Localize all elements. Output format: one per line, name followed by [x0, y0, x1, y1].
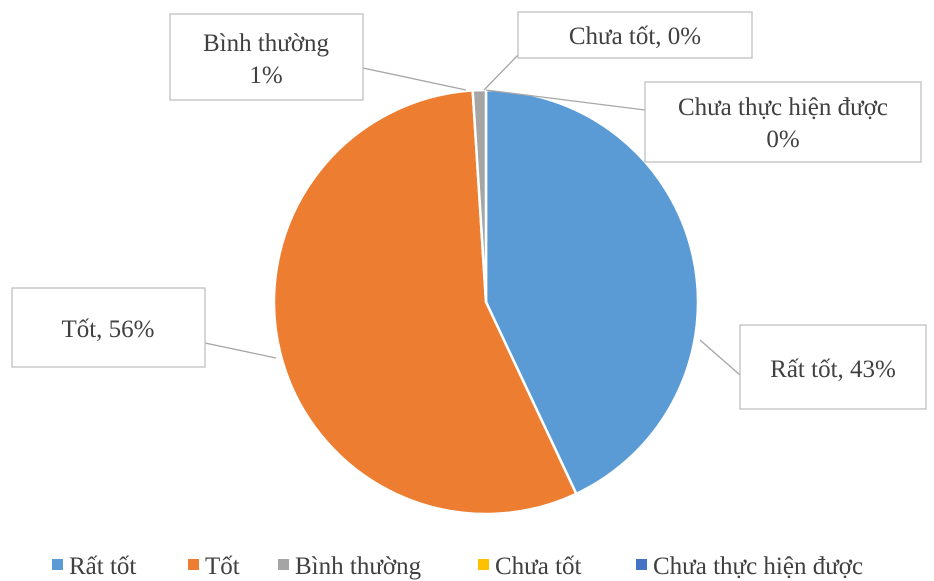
- pie-slice-rat-tot: [484, 88, 700, 496]
- callout-box-binh-thuong: [169, 13, 364, 101]
- pie-slice-tot: [272, 89, 578, 516]
- legend-swatch-chua-thuc-hien: [636, 559, 647, 570]
- callout-box-rat-tot: [739, 324, 927, 410]
- data-label-rat-tot: Rất tốt, 43%: [770, 356, 896, 383]
- legend: Rất tốt Tốt Bình thường Chưa tốt Chưa th…: [52, 553, 863, 580]
- pie-slice-binh-thuong: [471, 88, 488, 304]
- legend-swatch-binh-thuong: [278, 559, 289, 570]
- data-label-tot: Tốt, 56%: [61, 316, 154, 343]
- legend-swatch-tot: [188, 559, 199, 570]
- leader-lines: [204, 54, 741, 376]
- callout-rat-tot: Rất tốt, 43%: [739, 324, 927, 410]
- callout-tot: Tốt, 56%: [11, 287, 206, 368]
- leader-line-binh-thuong: [362, 67, 467, 91]
- leader-line-chua-tot: [483, 54, 519, 91]
- callout-box-tot: [11, 287, 206, 368]
- data-label-chua-tot: Chưa tốt, 0%: [569, 23, 701, 50]
- leader-line-rat-tot: [699, 339, 741, 376]
- legend-label-chua-thuc-hien: Chưa thực hiện được: [653, 553, 863, 580]
- pie-slices: [272, 88, 700, 516]
- legend-label-rat-tot: Rất tốt: [69, 553, 136, 580]
- callout-binh-thuong: Bình thường 1%: [169, 13, 364, 101]
- callout-box-chua-thuc-hien: [644, 81, 922, 163]
- leader-line-tot: [204, 342, 277, 359]
- data-label-chua-thuc-hien-name: Chưa thực hiện được: [678, 94, 888, 121]
- legend-swatch-rat-tot: [52, 559, 63, 570]
- data-label-binh-thuong-value: 1%: [249, 62, 282, 89]
- callout-box-chua-tot: [517, 11, 753, 59]
- data-label-chua-thuc-hien-value: 0%: [766, 126, 799, 153]
- legend-label-tot: Tốt: [205, 553, 240, 580]
- legend-swatch-chua-tot: [478, 559, 489, 570]
- leader-line-chua-thuc-hien: [485, 89, 646, 111]
- legend-label-chua-tot: Chưa tốt: [495, 553, 582, 580]
- data-label-binh-thuong-name: Bình thường: [203, 30, 330, 57]
- callout-chua-thuc-hien: Chưa thực hiện được 0%: [644, 81, 922, 163]
- legend-label-binh-thuong: Bình thường: [295, 553, 422, 580]
- callout-chua-tot: Chưa tốt, 0%: [517, 11, 753, 59]
